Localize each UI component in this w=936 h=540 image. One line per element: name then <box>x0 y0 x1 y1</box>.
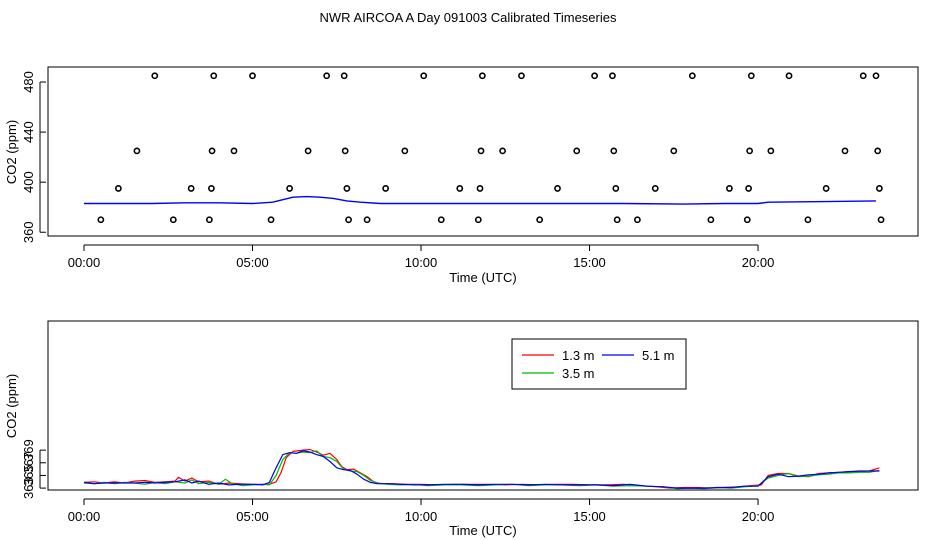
scatter-point <box>476 185 484 192</box>
scatter-point <box>286 185 293 192</box>
top-x-axis-label: Time (UTC) <box>449 270 516 285</box>
scatter-point <box>151 72 159 80</box>
scatter-point <box>651 185 659 192</box>
scatter-point <box>345 216 352 224</box>
scatter-point <box>205 216 213 224</box>
bottom-x-tick-label: 05:00 <box>236 509 269 524</box>
scatter-point <box>612 185 620 192</box>
bottom-y-tick-label: 367 <box>21 452 36 474</box>
scatter-point <box>872 72 880 80</box>
scatter-point <box>341 147 349 155</box>
scatter-point <box>610 147 618 155</box>
bottom-x-tick-label: 00:00 <box>68 509 101 524</box>
legend-box <box>511 338 687 390</box>
top-y-axis-label: CO2 (ppm) <box>4 120 19 184</box>
top-plot-marks <box>84 72 885 224</box>
scatter-point <box>382 185 390 192</box>
bottom-x-tick-label: 15:00 <box>573 509 606 524</box>
scatter-point <box>573 147 581 155</box>
bottom-x-tick-label: 10:00 <box>405 509 438 524</box>
top-x-tick-label: 15:00 <box>573 255 606 270</box>
bottom-x-axis: 00:00 05:00 10:00 15:00 20:00 <box>68 498 775 524</box>
scatter-point <box>114 185 122 192</box>
scatter-point <box>230 147 238 155</box>
scatter-point <box>725 185 733 192</box>
scatter-point <box>554 185 561 192</box>
scatter-point <box>609 72 616 80</box>
top-co2-line <box>84 195 877 205</box>
legend-label-3-5m: 3.5 m <box>562 366 595 381</box>
scatter-point <box>841 147 849 155</box>
legend-label-1-3m: 1.3 m <box>562 348 595 363</box>
top-y-tick-label: 480 <box>21 71 36 93</box>
scatter-point <box>767 147 775 155</box>
scatter-point <box>133 147 141 155</box>
top-y-tick-label: 360 <box>21 221 36 243</box>
scatter-point <box>478 72 486 80</box>
scatter-point <box>97 216 105 224</box>
scatter-point <box>688 72 696 80</box>
scatter-point <box>747 72 755 80</box>
bottom-y-tick-label: 363 <box>21 477 36 499</box>
scatter-point <box>804 216 812 224</box>
scatter-point <box>187 185 195 192</box>
bottom-x-axis-label: Time (UTC) <box>449 523 516 538</box>
chart-title: NWR AIRCOA A Day 091003 Calibrated Times… <box>320 10 617 25</box>
scatter-point <box>343 185 351 192</box>
legend-label-5-1m: 5.1 m <box>642 348 675 363</box>
scatter-point <box>518 72 525 80</box>
scatter-point <box>267 216 275 224</box>
top-plot-frame <box>47 66 919 237</box>
scatter-point <box>437 216 445 224</box>
bottom-y-tick-label: 365 <box>21 465 36 487</box>
scatter-point <box>207 185 215 192</box>
top-y-axis: 360 400 440 480 <box>21 71 46 243</box>
series-line-5-1-m <box>83 450 880 489</box>
top-x-axis: 00:00 05:00 10:00 15:00 20:00 <box>68 244 775 270</box>
scatter-point <box>591 72 598 80</box>
scatter-point <box>743 216 751 224</box>
scatter-point <box>499 147 506 155</box>
scatter-point <box>420 72 428 80</box>
legend: 1.3 m 5.1 m 3.5 m <box>511 338 687 390</box>
scatter-point <box>249 72 256 80</box>
scatter-point <box>745 185 753 192</box>
scatter-point <box>210 72 218 80</box>
top-x-tick-label: 20:00 <box>742 255 775 270</box>
scatter-point <box>670 147 678 155</box>
top-x-tick-label: 05:00 <box>236 255 269 270</box>
scatter-point <box>613 216 621 224</box>
bottom-plot-frame <box>47 320 919 491</box>
scatter-point <box>304 147 312 155</box>
scatter-point <box>859 72 867 80</box>
bottom-y-axis-label: CO2 (ppm) <box>4 374 19 438</box>
scatter-point <box>169 216 177 224</box>
scatter-point <box>633 216 641 224</box>
top-y-tick-label: 440 <box>21 121 36 143</box>
top-x-tick-label: 00:00 <box>68 255 101 270</box>
scatter-point <box>707 216 715 224</box>
scatter-point <box>340 72 348 80</box>
scatter-point <box>536 216 544 224</box>
top-y-tick-label: 400 <box>21 171 36 193</box>
scatter-point <box>474 216 482 224</box>
scatter-point <box>477 147 485 155</box>
scatter-point <box>323 72 331 80</box>
scatter-point <box>401 147 409 155</box>
top-x-tick-label: 10:00 <box>405 255 438 270</box>
scatter-point <box>874 147 882 155</box>
scatter-point <box>785 72 793 80</box>
scatter-point <box>456 185 464 192</box>
scatter-point <box>746 147 754 155</box>
bottom-x-tick-label: 20:00 <box>742 509 775 524</box>
bottom-plot-lines <box>83 448 880 490</box>
scatter-point <box>877 216 885 224</box>
scatter-point <box>208 147 216 155</box>
scatter-point <box>822 185 830 192</box>
bottom-y-tick-label: 369 <box>21 439 36 461</box>
scatter-point <box>875 185 883 192</box>
scatter-point <box>363 216 371 224</box>
